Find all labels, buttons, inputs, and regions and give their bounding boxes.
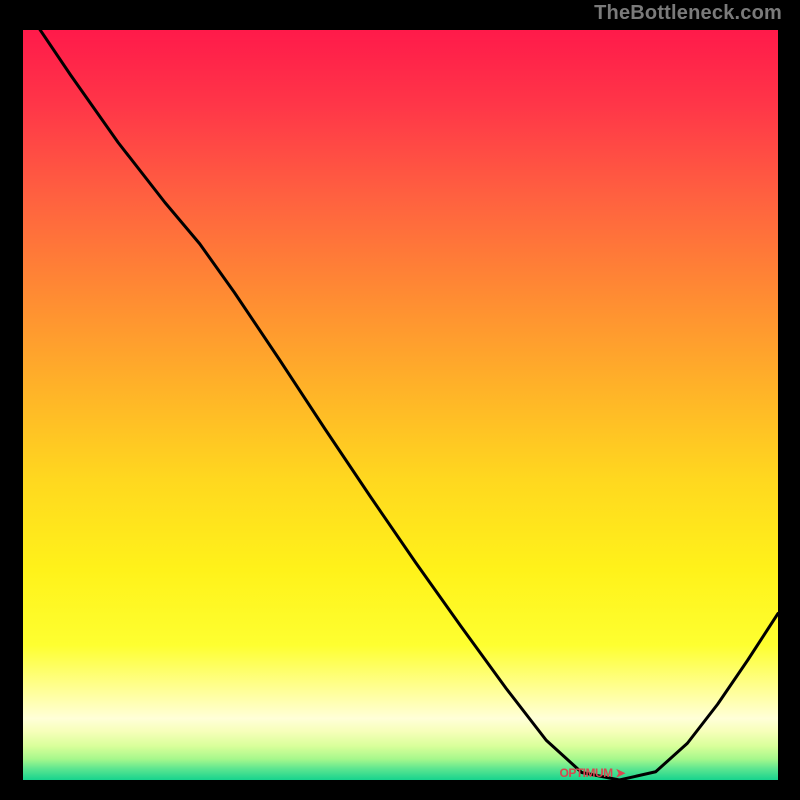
attribution-text: TheBottleneck.com [594, 2, 782, 25]
plot-area: OPTIMUM ➤ [23, 30, 778, 780]
optimum-marker: OPTIMUM ➤ [559, 766, 625, 780]
bottleneck-curve [23, 30, 778, 780]
chart-canvas: TheBottleneck.com OPTIMUM ➤ [0, 0, 800, 800]
